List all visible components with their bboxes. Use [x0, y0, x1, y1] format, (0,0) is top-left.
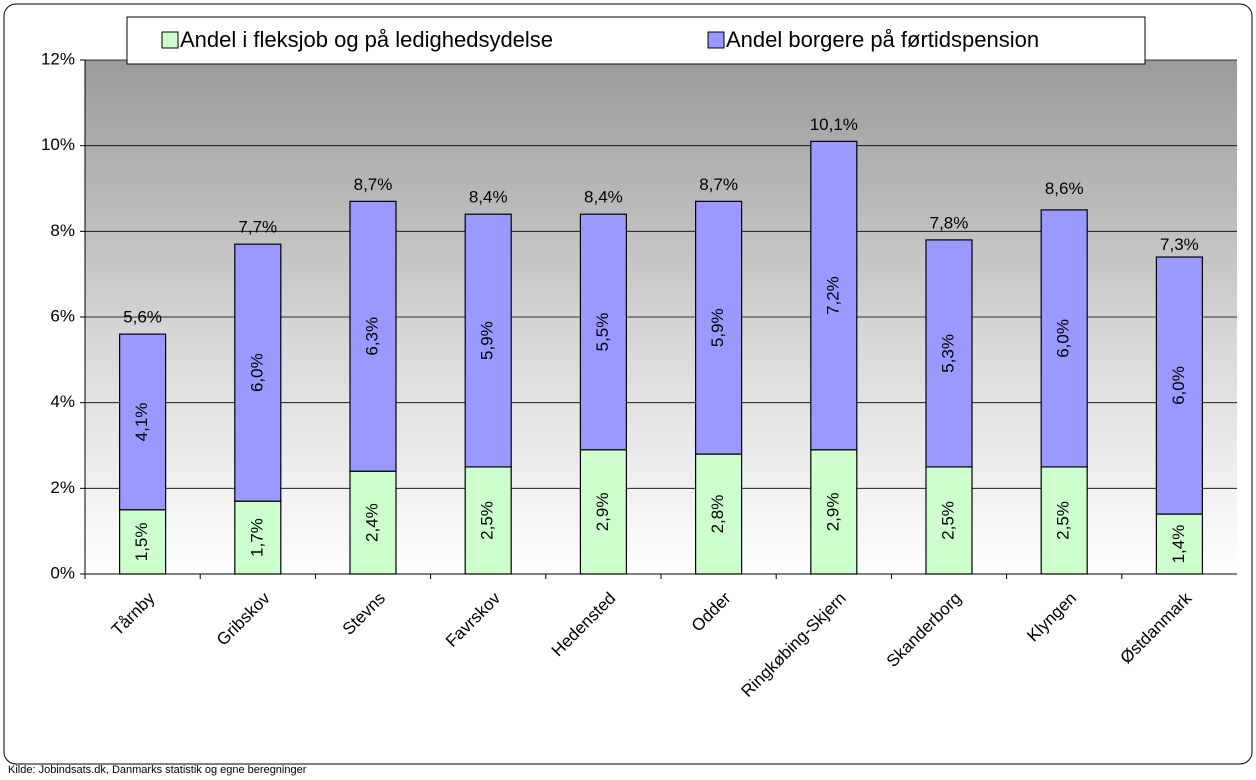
value-label: 5,3% [938, 334, 957, 373]
legend-label: Andel i fleksjob og på ledighedsydelse [180, 27, 553, 52]
value-label: 2,5% [1054, 501, 1073, 540]
y-tick-label: 12% [41, 49, 75, 68]
y-tick-label: 10% [41, 135, 75, 154]
value-label: 2,4% [362, 503, 381, 542]
y-tick-label: 6% [50, 306, 75, 325]
value-label: 2,9% [823, 493, 842, 532]
legend-swatch [161, 31, 179, 49]
value-label: 6,0% [1169, 366, 1188, 405]
y-tick-label: 8% [50, 221, 75, 240]
value-label: 2,5% [478, 501, 497, 540]
bar-segment [694, 200, 743, 455]
value-label: 6,3% [362, 317, 381, 356]
legend-swatch [707, 31, 725, 49]
bar-segment [234, 243, 282, 502]
bar-segment [1155, 256, 1204, 515]
total-label: 8,6% [1045, 179, 1084, 198]
value-label: 1,4% [1169, 525, 1188, 564]
value-label: 6,0% [247, 353, 266, 392]
legend-label: Andel borgere på førtidspension [726, 27, 1039, 52]
value-label: 6,0% [1054, 319, 1073, 358]
value-label: 1,5% [132, 523, 151, 562]
y-tick-label: 2% [50, 478, 75, 497]
value-label: 5,9% [708, 308, 727, 347]
source: Kilde: Jobindsats.dk, Danmarks statistik… [8, 764, 307, 776]
bar-segment [464, 213, 512, 468]
bar-segment [925, 239, 973, 468]
bar-segment [349, 200, 397, 472]
bar-segment [464, 466, 512, 575]
total-label: 8,7% [354, 175, 393, 194]
y-tick-label: 4% [50, 392, 75, 411]
bar-segment [810, 140, 858, 451]
value-label: 1,7% [247, 518, 266, 557]
bar-segment [118, 333, 167, 511]
value-label: 7,2% [823, 276, 842, 315]
total-label: 10,1% [810, 115, 858, 134]
y-tick-label: 0% [50, 563, 75, 582]
value-label: 5,5% [593, 313, 612, 352]
value-label: 4,1% [132, 403, 151, 442]
total-label: 8,7% [699, 175, 738, 194]
total-label: 8,4% [584, 188, 623, 207]
total-label: 7,8% [930, 213, 969, 232]
total-label: 7,3% [1160, 235, 1199, 254]
total-label: 7,7% [238, 218, 277, 237]
value-label: 2,9% [593, 493, 612, 532]
bar-segment [579, 213, 628, 451]
legend [126, 16, 1146, 65]
bar-segment [1040, 466, 1088, 575]
value-label: 5,9% [478, 321, 497, 360]
total-label: 8,4% [469, 188, 508, 207]
bar-segment [1155, 513, 1204, 575]
bar-segment [810, 449, 858, 575]
value-label: 2,8% [708, 495, 727, 534]
bar-segment [1040, 209, 1088, 468]
bar-segment [694, 453, 743, 575]
bar-segment [579, 449, 628, 575]
value-label: 2,5% [938, 501, 957, 540]
total-label: 5,6% [123, 308, 162, 327]
